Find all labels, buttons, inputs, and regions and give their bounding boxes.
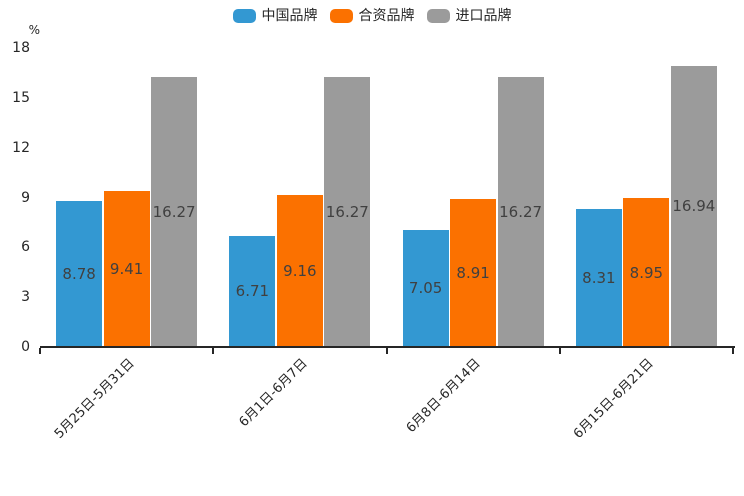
- x-axis-tick: [39, 348, 41, 354]
- legend-item-label: 中国品牌: [261, 8, 318, 24]
- x-axis-label: 6月1日-6月7日: [236, 356, 311, 431]
- bar-中国品牌-4: [575, 208, 622, 347]
- bar-value-label: 16.94: [672, 197, 716, 216]
- x-axis-tick: [385, 348, 388, 354]
- bar-value-label: 16.27: [499, 202, 543, 221]
- x-axis-tick: [732, 348, 734, 354]
- bar-value-label: 9.41: [109, 259, 144, 278]
- bar-中国品牌-2: [229, 235, 276, 347]
- bar-value-label: 7.05: [408, 279, 443, 298]
- legend-item-label: 合资品牌: [358, 8, 415, 24]
- legend-item-label: 进口品牌: [455, 8, 512, 24]
- y-tick-label: 15: [12, 89, 30, 106]
- bar-value-label: 9.16: [283, 261, 317, 280]
- bar-进口品牌-3: [497, 76, 544, 347]
- bar-合资品牌-4: [623, 198, 670, 347]
- y-tick-label: 18: [12, 40, 30, 56]
- legend-item-3: 进口品牌: [426, 8, 512, 24]
- y-tick-label: 6: [21, 239, 30, 256]
- x-axis-label: 6月15日-6月21日: [571, 356, 657, 442]
- y-tick-label: 9: [21, 189, 30, 206]
- x-axis-tick: [558, 348, 561, 354]
- legend-item-2: 合资品牌: [329, 8, 415, 24]
- bar-合资品牌-1: [103, 190, 150, 347]
- x-axis-tick: [212, 348, 215, 354]
- bar-中国品牌-3: [402, 229, 449, 347]
- bar-合资品牌-3: [450, 198, 497, 347]
- bar-value-label: 16.27: [325, 202, 369, 221]
- bar-value-label: 6.71: [235, 282, 270, 301]
- y-tick-label: 12: [12, 139, 30, 156]
- legend-swatch-icon: [232, 9, 256, 23]
- y-tick-label: 0: [21, 339, 30, 355]
- legend-swatch-icon: [329, 9, 353, 23]
- legend-swatch-icon: [426, 9, 450, 23]
- bar-进口品牌-1: [151, 76, 198, 347]
- bar-value-label: 8.31: [582, 268, 616, 287]
- x-axis-line: [40, 346, 735, 348]
- bar-合资品牌-2: [276, 194, 323, 347]
- bar-value-label: 16.27: [152, 202, 196, 221]
- x-axis-label: 6月8日-6月14日: [403, 356, 484, 436]
- bar-进口品牌-2: [324, 76, 371, 347]
- bar-value-label: 8.91: [456, 263, 490, 282]
- bar-进口品牌-4: [670, 65, 717, 347]
- x-axis-label: 5月25日-5月31日: [51, 356, 138, 442]
- chart-legend: 中国品牌 合资品牌 进口品牌: [0, 8, 744, 24]
- y-tick-label: 3: [21, 289, 30, 306]
- bar-value-label: 8.78: [62, 265, 96, 284]
- y-axis-unit-label: %: [28, 23, 40, 37]
- bar-value-label: 8.95: [629, 263, 664, 282]
- bar-中国品牌-1: [56, 201, 103, 347]
- legend-item-1: 中国品牌: [232, 8, 318, 24]
